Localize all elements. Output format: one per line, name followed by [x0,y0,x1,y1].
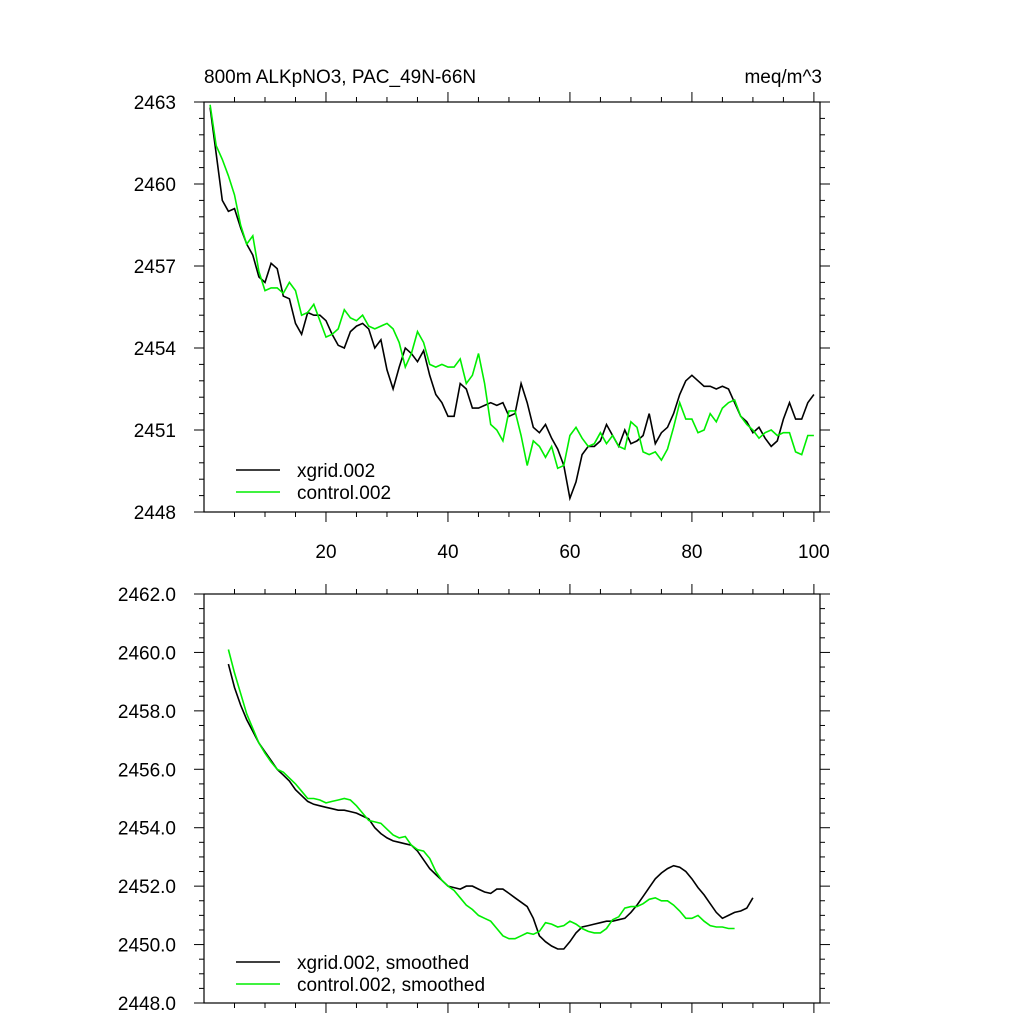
series-line-control [209,104,814,470]
legend-label: xgrid.002 [297,461,375,482]
y-tick-label: 2463 [134,93,176,114]
plot-frame [203,101,821,513]
y-tick-label: 2452.0 [118,877,176,898]
y-tick-label: 2450.0 [118,936,176,957]
y-tick-label: 2454.0 [118,819,176,840]
x-tick-label: 40 [437,542,458,563]
chart-panel-2: 2448.0 2450.0 2452.0 2454.0 2456.0 2458.0 2460… [118,584,830,1015]
x-tick-label: 100 [798,542,830,563]
y-tick-label: 2448 [134,503,176,524]
chart-panel-1: 20 40 60 80 100 2448 2451 2454 2457 2460 2463 xgrid… [134,92,830,563]
plot-frame [203,593,821,1004]
y-tick-label: 2460 [134,175,176,196]
legend-label: control.002, smoothed [297,975,485,996]
chart-units: meq/m^3 [744,67,822,88]
y-tick-label: 2457 [134,257,176,278]
y-tick-label: 2456.0 [118,760,176,781]
x-tick-label: 20 [315,542,336,563]
x-tick-label: 80 [681,542,702,563]
y-tick-label: 2458.0 [118,702,176,723]
legend-label: xgrid.002, smoothed [297,953,469,974]
y-tick-label: 2451 [134,421,176,442]
y-tick-label: 2448.0 [118,994,176,1015]
series-line-control [227,649,735,940]
y-tick-label: 2454 [134,339,177,360]
legend-label: control.002 [297,483,391,504]
chart-title: 800m ALKpNO3, PAC_49N-66N [204,67,476,88]
y-tick-label: 2462.0 [118,585,176,606]
series-line-xgrid [227,663,754,950]
y-tick-label: 2460.0 [118,643,176,664]
series-line-xgrid [209,107,815,502]
x-tick-label: 60 [559,542,580,563]
